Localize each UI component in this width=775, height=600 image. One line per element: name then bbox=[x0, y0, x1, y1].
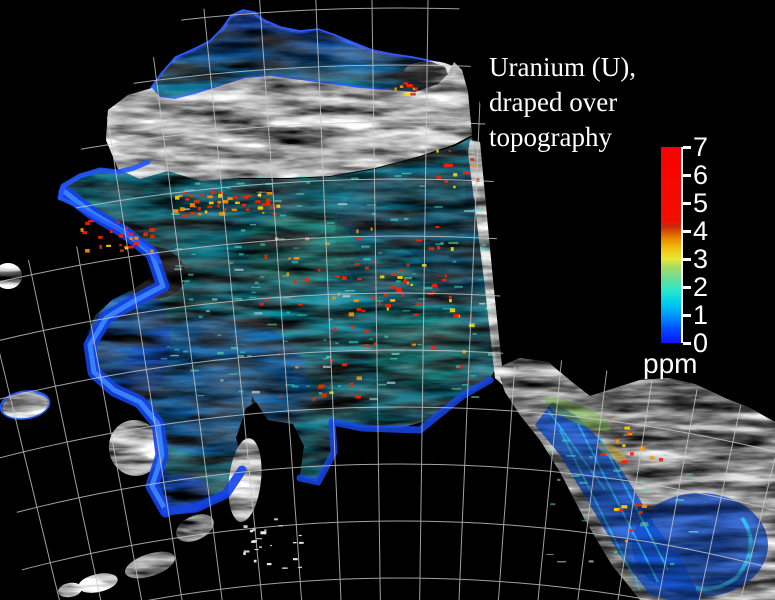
map-title: Uranium (U), draped over topography bbox=[489, 50, 636, 155]
uranium-anomaly-speckles bbox=[80, 82, 699, 569]
colorbar-tick-mark bbox=[683, 173, 691, 177]
colorbar-tick-mark bbox=[683, 145, 691, 149]
colorbar-tick-label: 7 bbox=[693, 132, 709, 162]
colorbar-tick-label: 6 bbox=[693, 160, 709, 190]
colorbar-axis-line bbox=[681, 147, 683, 343]
colorbar-tick-label: 4 bbox=[693, 216, 709, 246]
title-line-1: Uranium (U), bbox=[489, 52, 636, 82]
colorbar-gradient bbox=[661, 147, 681, 343]
colorbar-tick-label: 1 bbox=[693, 300, 709, 330]
colorbar-tick-label: 0 bbox=[693, 328, 709, 358]
title-line-2: draped over bbox=[489, 87, 618, 117]
title-line-3: topography bbox=[489, 122, 612, 152]
colorbar-tick-mark bbox=[683, 313, 691, 317]
colorbar-tick-label: 2 bbox=[693, 272, 709, 302]
colorbar-tick-label: 3 bbox=[693, 244, 709, 274]
colorbar-tick-mark bbox=[683, 341, 691, 345]
colorbar-tick-mark bbox=[683, 229, 691, 233]
colorbar-tick-mark bbox=[683, 257, 691, 261]
colorbar-unit-label: ppm bbox=[643, 348, 698, 379]
colorbar-tick-mark bbox=[683, 285, 691, 289]
colorbar-tick-mark bbox=[683, 201, 691, 205]
colorbar-tick-label: 5 bbox=[693, 188, 709, 218]
